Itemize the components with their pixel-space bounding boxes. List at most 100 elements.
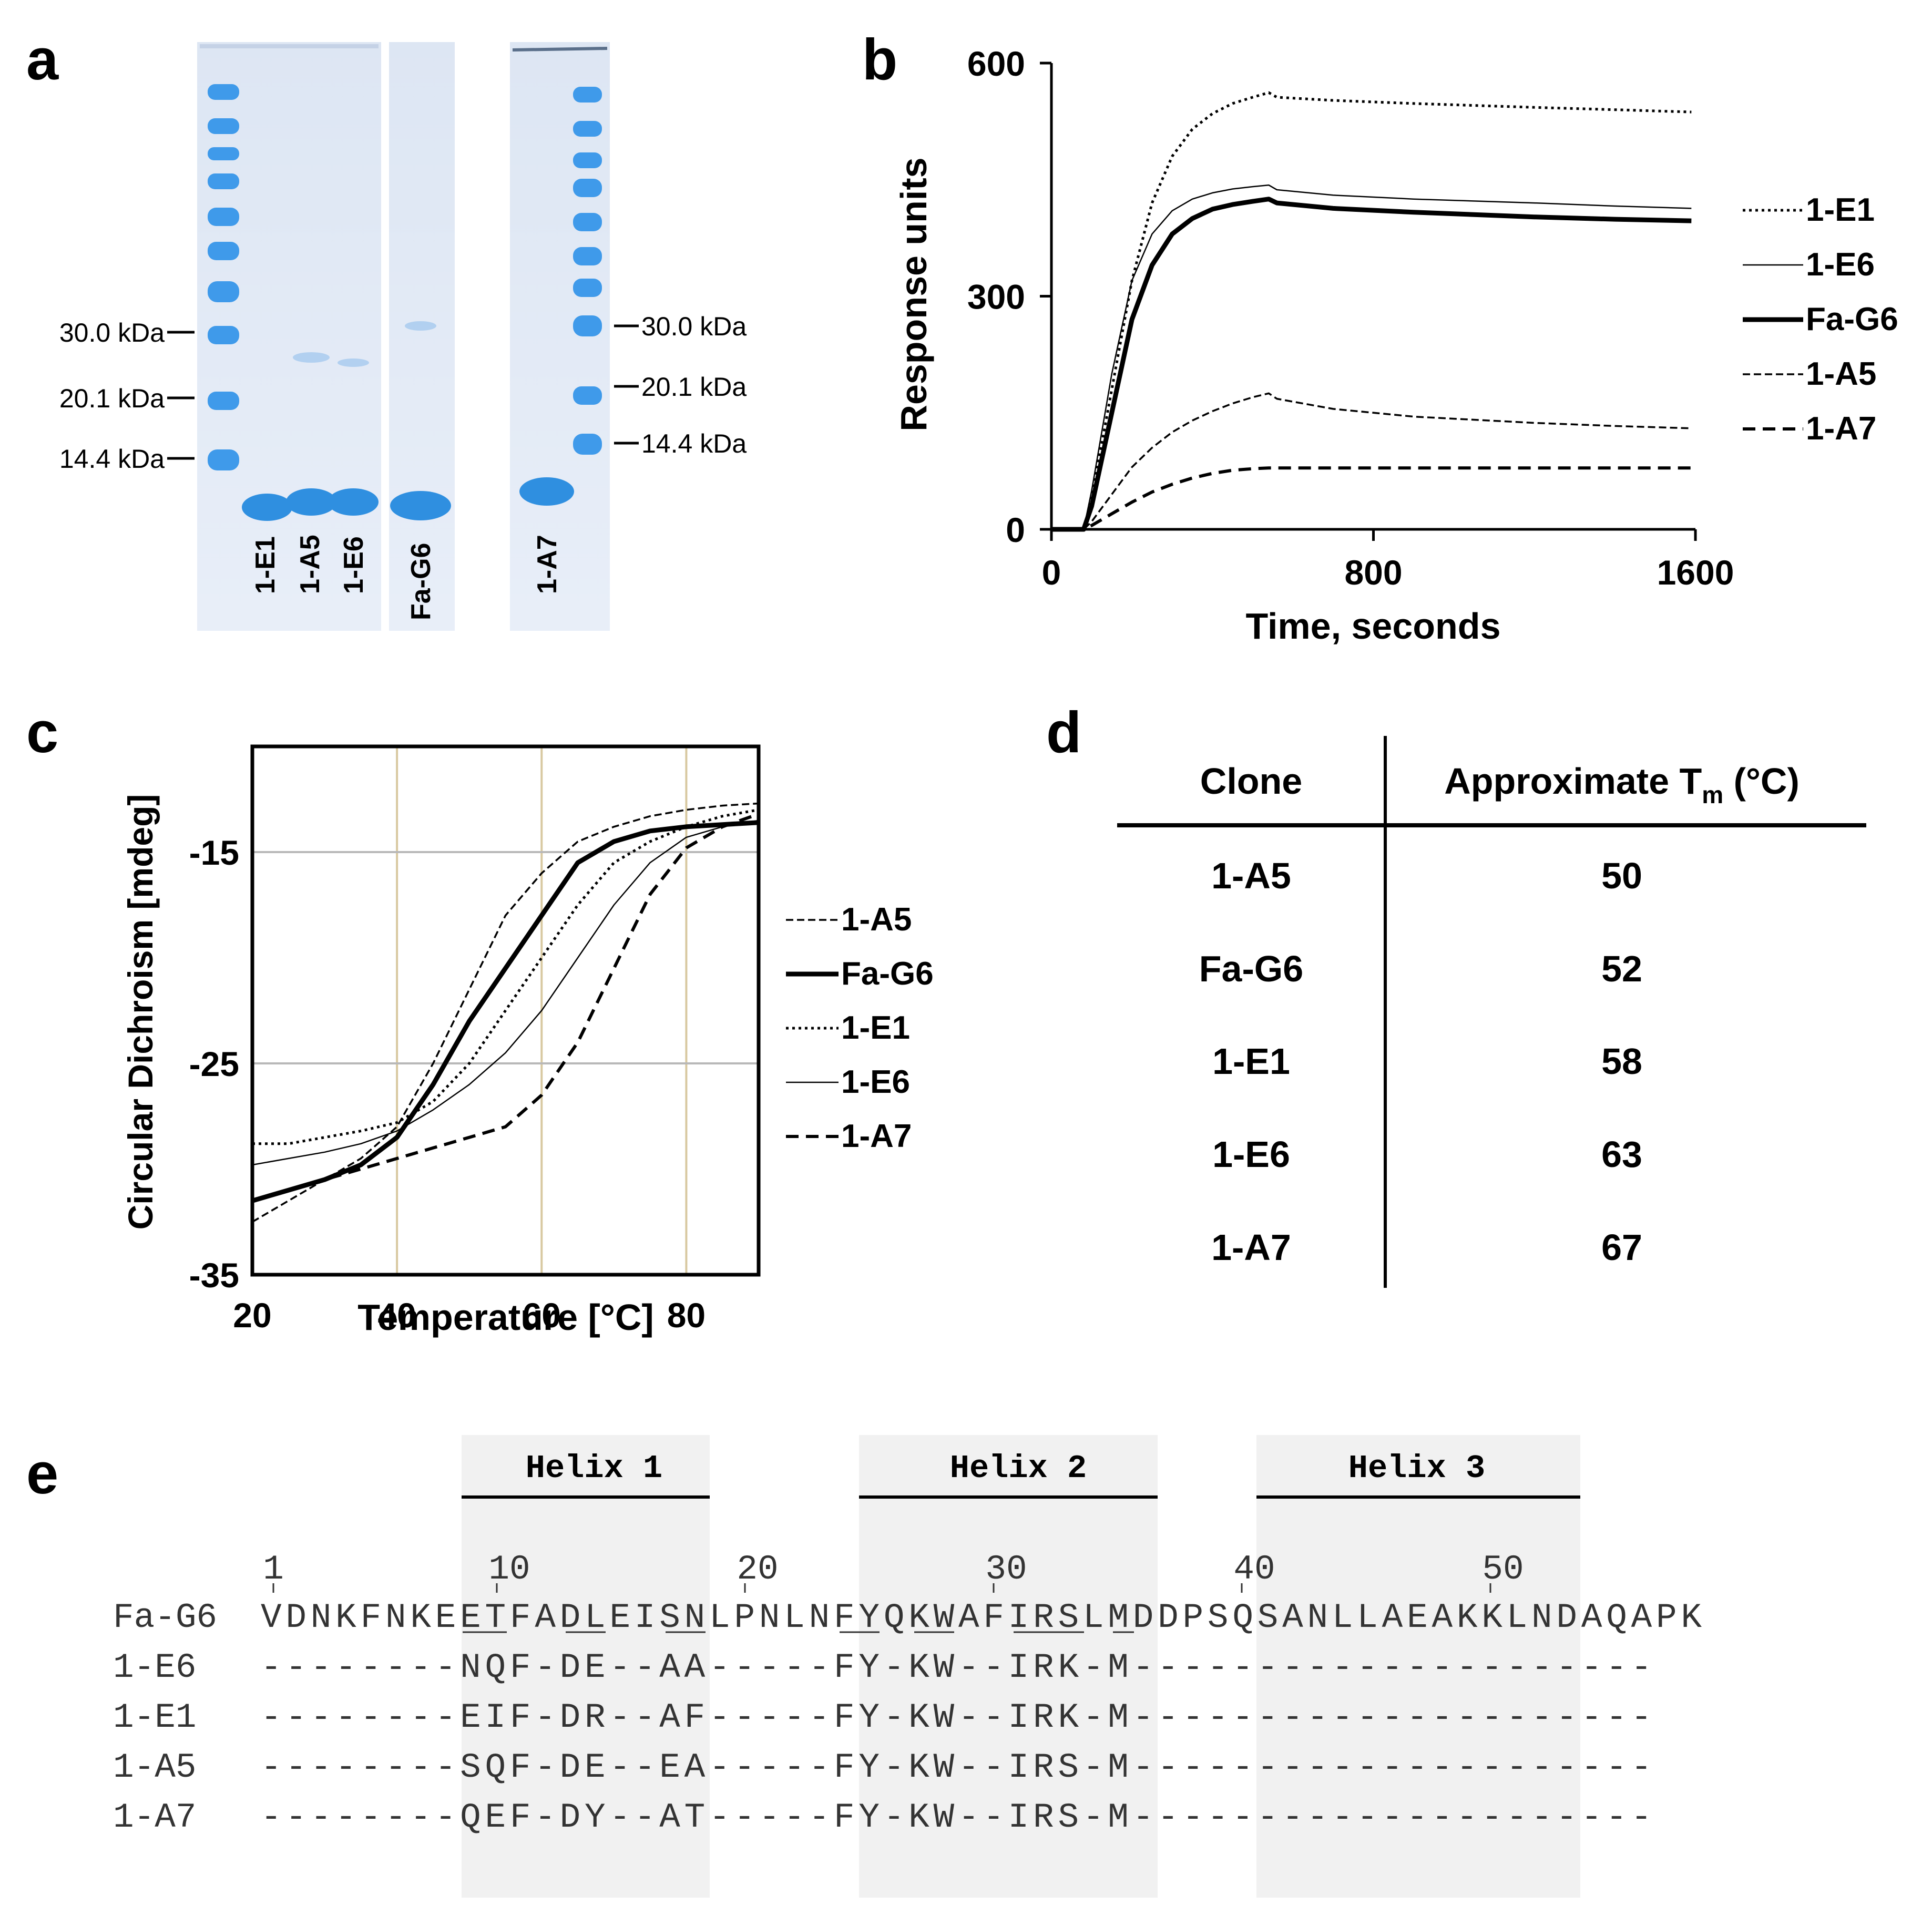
table-row: 1-E1 58 — [1212, 1041, 1642, 1082]
band-1-E6 — [328, 488, 379, 516]
cd-chart: 20 40 60 80-35-25-15 1-A5Fa-G61-E11-E61-A7 … — [121, 744, 934, 1338]
y-tick-label: 600 — [967, 44, 1025, 83]
table-cell-tm: 52 — [1601, 948, 1642, 989]
legend-label-Fa-G6: Fa-G6 — [1806, 301, 1898, 337]
legend-label-1-A7: 1-A7 — [841, 1118, 912, 1154]
alignment-row-name: 1-E6 — [113, 1648, 196, 1687]
x-tick-label: 1600 — [1657, 553, 1734, 592]
ruler-number: 40 — [1233, 1550, 1275, 1589]
x-tick-label: 800 — [1344, 553, 1402, 592]
chart-b-ylabel: Response units — [893, 157, 934, 431]
ruler-number: 30 — [985, 1550, 1027, 1589]
y-tick-label: 300 — [967, 278, 1025, 316]
x-tick-label: 20 — [233, 1296, 271, 1335]
alignment-row-name: 1-E1 — [113, 1698, 196, 1737]
legend-label-1-E1: 1-E1 — [841, 1010, 910, 1046]
left-marker-14: 14.4 kDa — [59, 444, 165, 474]
panel-label-c: c — [26, 700, 59, 765]
chart-c-ylabel: Circular Dichroism [mdeg] — [121, 794, 160, 1230]
table-cell-tm: 67 — [1601, 1227, 1642, 1268]
series-line-1-A5 — [1051, 392, 1692, 530]
gel-panel: 30.0 kDa 20.1 kDa 14.4 kDa 30.0 kDa 20.1… — [0, 0, 789, 652]
table-row: 1-A5 50 — [1211, 855, 1642, 896]
alignment-row-name: 1-A7 — [113, 1798, 196, 1837]
table-cell-clone: 1-A7 — [1211, 1227, 1291, 1268]
right-marker-14: 14.4 kDa — [641, 429, 747, 458]
ruler-number: 1 — [263, 1550, 284, 1589]
table-cell-clone: 1-A5 — [1211, 855, 1291, 896]
series-line-Fa-G6 — [1051, 197, 1692, 532]
lane-label-1-A5: 1-A5 — [295, 535, 325, 594]
series-line-1-E6 — [1051, 184, 1692, 530]
ruler-number: 50 — [1482, 1550, 1524, 1589]
ladder-right — [573, 87, 602, 455]
table-cell-tm: 63 — [1601, 1134, 1642, 1175]
helix-2-label: Helix 2 — [950, 1450, 1087, 1487]
legend-label-1-A5: 1-A5 — [841, 901, 912, 938]
band-1-E1 — [242, 494, 292, 521]
legend-label-1-A5: 1-A5 — [1806, 356, 1876, 392]
lane-label-Fa-G6: Fa-G6 — [406, 543, 436, 620]
lane-label-1-E6: 1-E6 — [339, 536, 369, 594]
band-1-A5 — [286, 488, 336, 516]
chart-b-xlabel: Time, seconds — [1245, 606, 1500, 647]
y-tick-label: -25 — [189, 1044, 239, 1083]
table-cell-tm: 50 — [1601, 855, 1642, 896]
table-cell-clone: 1-E1 — [1212, 1041, 1290, 1082]
series-line-1-A7 — [1051, 466, 1692, 531]
x-tick-label: 80 — [667, 1296, 706, 1335]
table-cell-clone: Fa-G6 — [1199, 948, 1303, 989]
gel-image: 30.0 kDa 20.1 kDa 14.4 kDa 30.0 kDa 20.1… — [59, 42, 747, 631]
y-tick-label: 0 — [1006, 510, 1025, 549]
legend-label-Fa-G6: Fa-G6 — [841, 956, 934, 992]
left-marker-30: 30.0 kDa — [59, 318, 165, 347]
x-tick-label: 40 — [377, 1296, 416, 1335]
tm-table: Clone Approximate Tm (°C) 1-A5 50 Fa-G6 … — [1104, 731, 1893, 1293]
sequence-alignment: Helix 1 Helix 2 Helix 3 1 10 20 30 40 50… — [113, 1435, 1702, 1898]
alignment-panel: Helix 1 Helix 2 Helix 3 1 10 20 30 40 50… — [0, 1419, 1932, 1913]
x-tick-label: 60 — [523, 1296, 561, 1335]
table-header-tm: Approximate Tm (°C) — [1444, 761, 1800, 808]
band-Fa-G6 — [390, 491, 451, 520]
panel-label-a: a — [26, 27, 59, 92]
x-tick-label: 0 — [1042, 553, 1061, 592]
gel-slab-3 — [510, 42, 610, 631]
sample-bands — [242, 477, 574, 521]
table-cell-clone: 1-E6 — [1212, 1134, 1290, 1175]
lane-label-1-A7: 1-A7 — [532, 535, 563, 594]
right-marker-20: 20.1 kDa — [641, 372, 747, 402]
ruler-number: 20 — [737, 1550, 778, 1589]
band-1-A7 — [519, 477, 574, 506]
right-marker-30: 30.0 kDa — [641, 312, 747, 341]
table-header-clone: Clone — [1200, 761, 1302, 802]
panel-label-b: b — [862, 27, 898, 92]
lane-label-1-E1: 1-E1 — [250, 536, 281, 594]
ladder-left — [208, 84, 239, 470]
chart-b-panel: 0 800 1600 0 300 600 1-E1 1-E6 Fa-G6 1-A5 1-A7 Ti… — [862, 0, 1914, 662]
table-row: Fa-G6 52 — [1199, 948, 1642, 989]
panel-label-d: d — [1046, 700, 1082, 765]
legend-label-1-E1: 1-E1 — [1806, 192, 1875, 228]
legend-label-1-E6: 1-E6 — [841, 1064, 910, 1100]
alignment-row-name: 1-A5 — [113, 1748, 196, 1787]
legend-label-1-A7: 1-A7 — [1806, 411, 1876, 447]
ruler-number: 10 — [488, 1550, 530, 1589]
table-cell-tm: 58 — [1601, 1041, 1642, 1082]
gel-slab-2 — [389, 42, 455, 631]
series-line-1-E1 — [252, 808, 759, 1145]
table-row: 1-E6 63 — [1212, 1134, 1642, 1175]
series-line-1-A7 — [252, 812, 759, 1203]
helix-1-label: Helix 1 — [526, 1450, 662, 1487]
series-line-1-E1 — [1051, 91, 1692, 531]
panel-label-e: e — [26, 1441, 59, 1506]
helix-3-label: Helix 3 — [1348, 1450, 1485, 1487]
y-tick-label: -35 — [189, 1256, 239, 1295]
y-tick-label: -15 — [189, 833, 239, 872]
chart-c-panel: 20 40 60 80 -35 -25 -15 1-A5 Fa-G6 1-E1 1-E6 1-A7 … — [0, 699, 999, 1356]
left-marker-20: 20.1 kDa — [59, 384, 165, 413]
legend-label-1-E6: 1-E6 — [1806, 247, 1875, 283]
table-row: 1-A7 67 — [1211, 1227, 1642, 1268]
alignment-row-name: Fa-G6 — [113, 1598, 217, 1637]
spr-chart: 0 800 1600 0 300 600 1-E1 1-E6 Fa-G6 1-A5 1-A7 Ti… — [893, 44, 1898, 647]
chart-c-xlabel: Temperature [°C] — [357, 1297, 653, 1338]
